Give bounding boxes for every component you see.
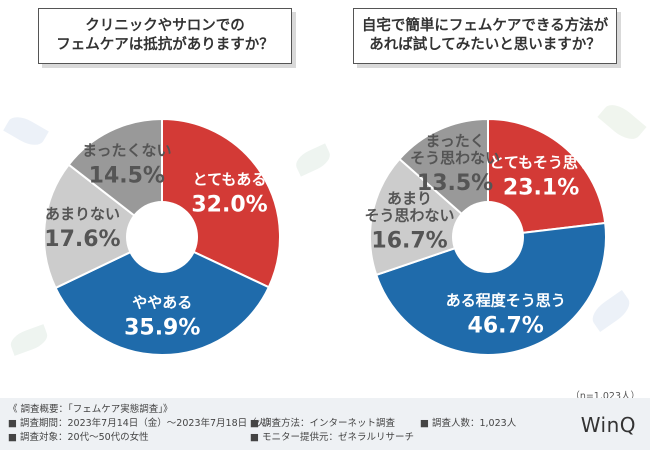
sample-size: （n=1,023人） — [570, 391, 640, 402]
question-box: クリニックやサロンでの フェムケアは抵抗がありますか？ — [38, 8, 292, 64]
slice-value-label: 32.0% — [191, 193, 267, 218]
pie-slice — [43, 163, 164, 290]
slice-label: とてもある — [193, 171, 267, 189]
winq-logo: WinQ — [580, 413, 636, 437]
slice-value-label: 35.9% — [124, 315, 200, 340]
slice-value-label: 14.5% — [89, 164, 165, 189]
slice-value-label: 46.7% — [468, 314, 544, 339]
chart-panel-right: 自宅で簡単にフェムケアできる方法が あれば試してみたいと思いますか？ とてもそう… — [325, 0, 650, 395]
slice-value-label: 17.6% — [44, 227, 120, 252]
question-box: 自宅で簡単にフェムケアできる方法が あれば試してみたいと思いますか？ — [353, 8, 617, 64]
pie-slice — [398, 117, 489, 240]
donut-chart: とてもそう思う23.1%ある程度そう思う46.7%あまりそう思わない16.7%ま… — [365, 117, 607, 356]
chart-title: 自宅で簡単にフェムケアできる方法が あれば試してみたいと思いますか？ — [361, 18, 609, 53]
donut-hole — [452, 201, 524, 273]
survey-target: ■ 調査対象：20代～50代の女性 — [8, 432, 149, 443]
donut-chart: とてもある 32.0% ややある 35.9% あまりない 17.6% まったくない 14.5% — [43, 117, 281, 356]
slice-value-label: 23.1% — [503, 176, 579, 201]
slice-label: とてもそう思う — [489, 154, 593, 172]
survey-title: 《 調査概要：「フェムケア実態調査」》 — [8, 404, 173, 415]
survey-footer — [0, 398, 650, 450]
slice-label: まったくない — [82, 142, 171, 160]
survey-count: ■ 調査人数：1,023人 — [420, 418, 517, 429]
survey-method: ■ 調査方法：インターネット調査 — [250, 418, 395, 429]
slice-value-label: 16.7% — [371, 228, 447, 253]
chart-panel-left: クリニックやサロンでの フェムケアは抵抗がありますか？ とてもある 32.0% やや… — [0, 0, 325, 395]
slice-label: そう思わない — [410, 149, 500, 167]
slice-label: あまり — [387, 189, 432, 207]
slice-label: そう思わない — [365, 206, 455, 224]
survey-period: ■ 調査期間：2023年7月14日（金）～2023年7月18日（火） — [8, 418, 276, 429]
slice-label: あまりない — [45, 205, 120, 223]
donut-hole — [126, 201, 198, 273]
pie-slice — [487, 117, 607, 239]
survey-provider: ■ モニター提供元：ゼネラルリサーチ — [250, 432, 414, 443]
pie-slice — [67, 117, 163, 240]
chart-title: クリニックやサロンでの フェムケアは抵抗がありますか？ — [56, 18, 274, 53]
slice-value-label: 13.5% — [417, 171, 493, 196]
slice-label: ある程度そう思う — [446, 292, 566, 310]
slice-label: ややある — [132, 293, 192, 311]
pie-slice — [54, 235, 271, 356]
slice-label: まったく — [425, 132, 484, 150]
